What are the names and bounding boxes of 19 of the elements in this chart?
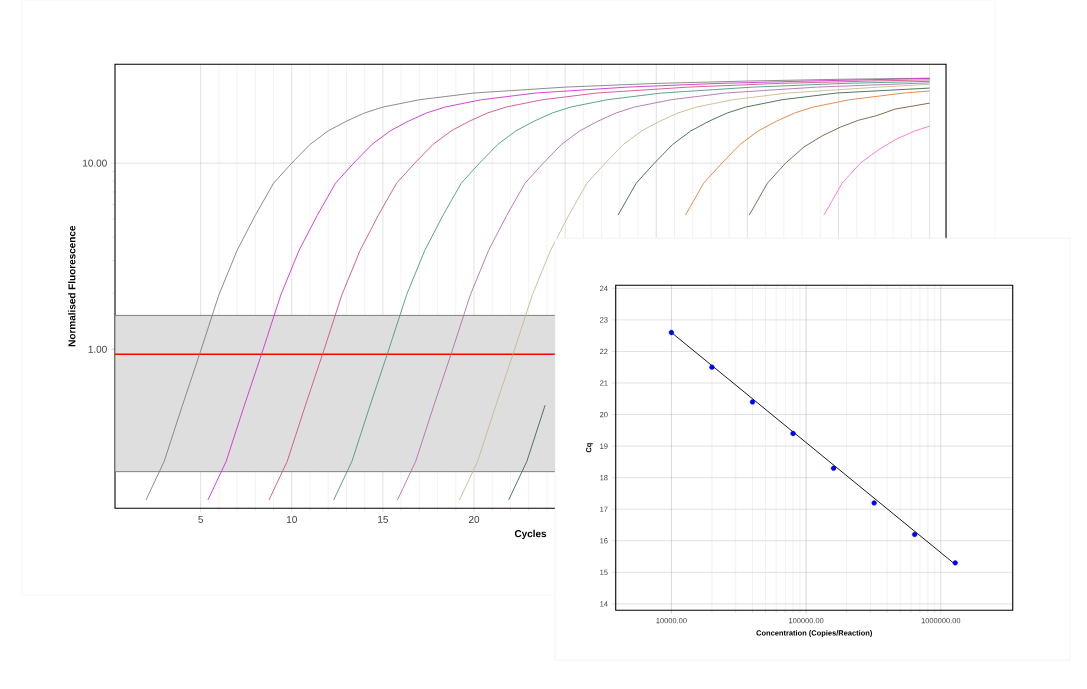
y-tick-label: 1.00 — [88, 345, 107, 353]
point — [790, 430, 796, 436]
y-axis-title: Normalised Fluorescence — [68, 225, 76, 347]
point — [952, 560, 958, 566]
line-series — [748, 102, 931, 216]
line-series — [823, 125, 931, 216]
x-tick-label: 5 — [198, 515, 204, 523]
point — [831, 465, 837, 471]
point — [749, 399, 756, 405]
line-series — [684, 90, 931, 216]
point — [668, 329, 675, 336]
x-tick-label: 10 — [287, 515, 297, 523]
x-tick-label: 20 — [468, 515, 480, 523]
x-tick-label: 15 — [378, 515, 389, 523]
point — [871, 500, 877, 506]
x-axis-title: Cycles — [514, 529, 547, 540]
y-tick-label: 10.00 — [83, 159, 107, 167]
point — [912, 531, 918, 537]
point — [709, 364, 715, 370]
